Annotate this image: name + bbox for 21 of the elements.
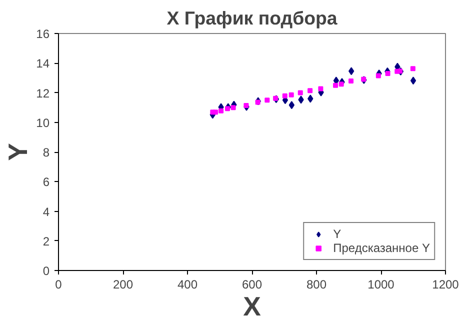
y-tick-label: 6 bbox=[42, 175, 50, 190]
y-tick-label: 12 bbox=[36, 86, 50, 100]
x-axis-title: X bbox=[243, 292, 262, 322]
y-tick-label: 10 bbox=[36, 116, 50, 130]
x-tick-label: 600 bbox=[242, 278, 262, 292]
legend-label: Y bbox=[333, 227, 342, 241]
y-tick-label: 0 bbox=[42, 264, 50, 278]
y-tick-label: 14 bbox=[36, 56, 50, 71]
y-axis-title: Y bbox=[3, 142, 34, 161]
chart-title: X График подбора bbox=[166, 8, 338, 28]
legend-label: Предсказанное Y bbox=[333, 241, 430, 255]
x-tick-label: 1000 bbox=[368, 278, 395, 292]
x-tick-label: 400 bbox=[177, 278, 198, 292]
x-tick-label: 1200 bbox=[432, 278, 460, 292]
x-tick-label: 800 bbox=[306, 278, 327, 292]
x-tick-label: 0 bbox=[55, 278, 62, 292]
y-tick-label: 4 bbox=[42, 204, 50, 219]
y-tick-label: 2 bbox=[42, 234, 50, 248]
x-tick-label: 200 bbox=[112, 278, 134, 292]
y-tick-label: 8 bbox=[42, 146, 50, 160]
y-tick-label: 16 bbox=[36, 27, 50, 41]
